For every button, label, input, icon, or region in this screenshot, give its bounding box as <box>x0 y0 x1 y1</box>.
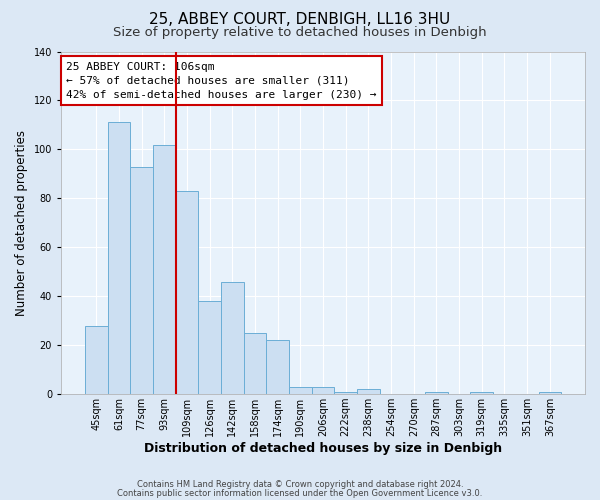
Bar <box>539 392 561 394</box>
Bar <box>85 326 107 394</box>
Text: Size of property relative to detached houses in Denbigh: Size of property relative to detached ho… <box>113 26 487 39</box>
Bar <box>153 144 176 394</box>
Bar <box>244 333 266 394</box>
Bar <box>357 390 380 394</box>
Text: Contains HM Land Registry data © Crown copyright and database right 2024.: Contains HM Land Registry data © Crown c… <box>137 480 463 489</box>
Bar <box>221 282 244 394</box>
Bar <box>289 387 312 394</box>
Text: 25 ABBEY COURT: 106sqm
← 57% of detached houses are smaller (311)
42% of semi-de: 25 ABBEY COURT: 106sqm ← 57% of detached… <box>67 62 377 100</box>
X-axis label: Distribution of detached houses by size in Denbigh: Distribution of detached houses by size … <box>144 442 502 455</box>
Bar <box>198 301 221 394</box>
Bar <box>130 166 153 394</box>
Text: 25, ABBEY COURT, DENBIGH, LL16 3HU: 25, ABBEY COURT, DENBIGH, LL16 3HU <box>149 12 451 28</box>
Bar <box>470 392 493 394</box>
Bar <box>107 122 130 394</box>
Bar <box>176 191 198 394</box>
Bar <box>425 392 448 394</box>
Bar <box>334 392 357 394</box>
Bar <box>312 387 334 394</box>
Text: Contains public sector information licensed under the Open Government Licence v3: Contains public sector information licen… <box>118 489 482 498</box>
Y-axis label: Number of detached properties: Number of detached properties <box>15 130 28 316</box>
Bar <box>266 340 289 394</box>
